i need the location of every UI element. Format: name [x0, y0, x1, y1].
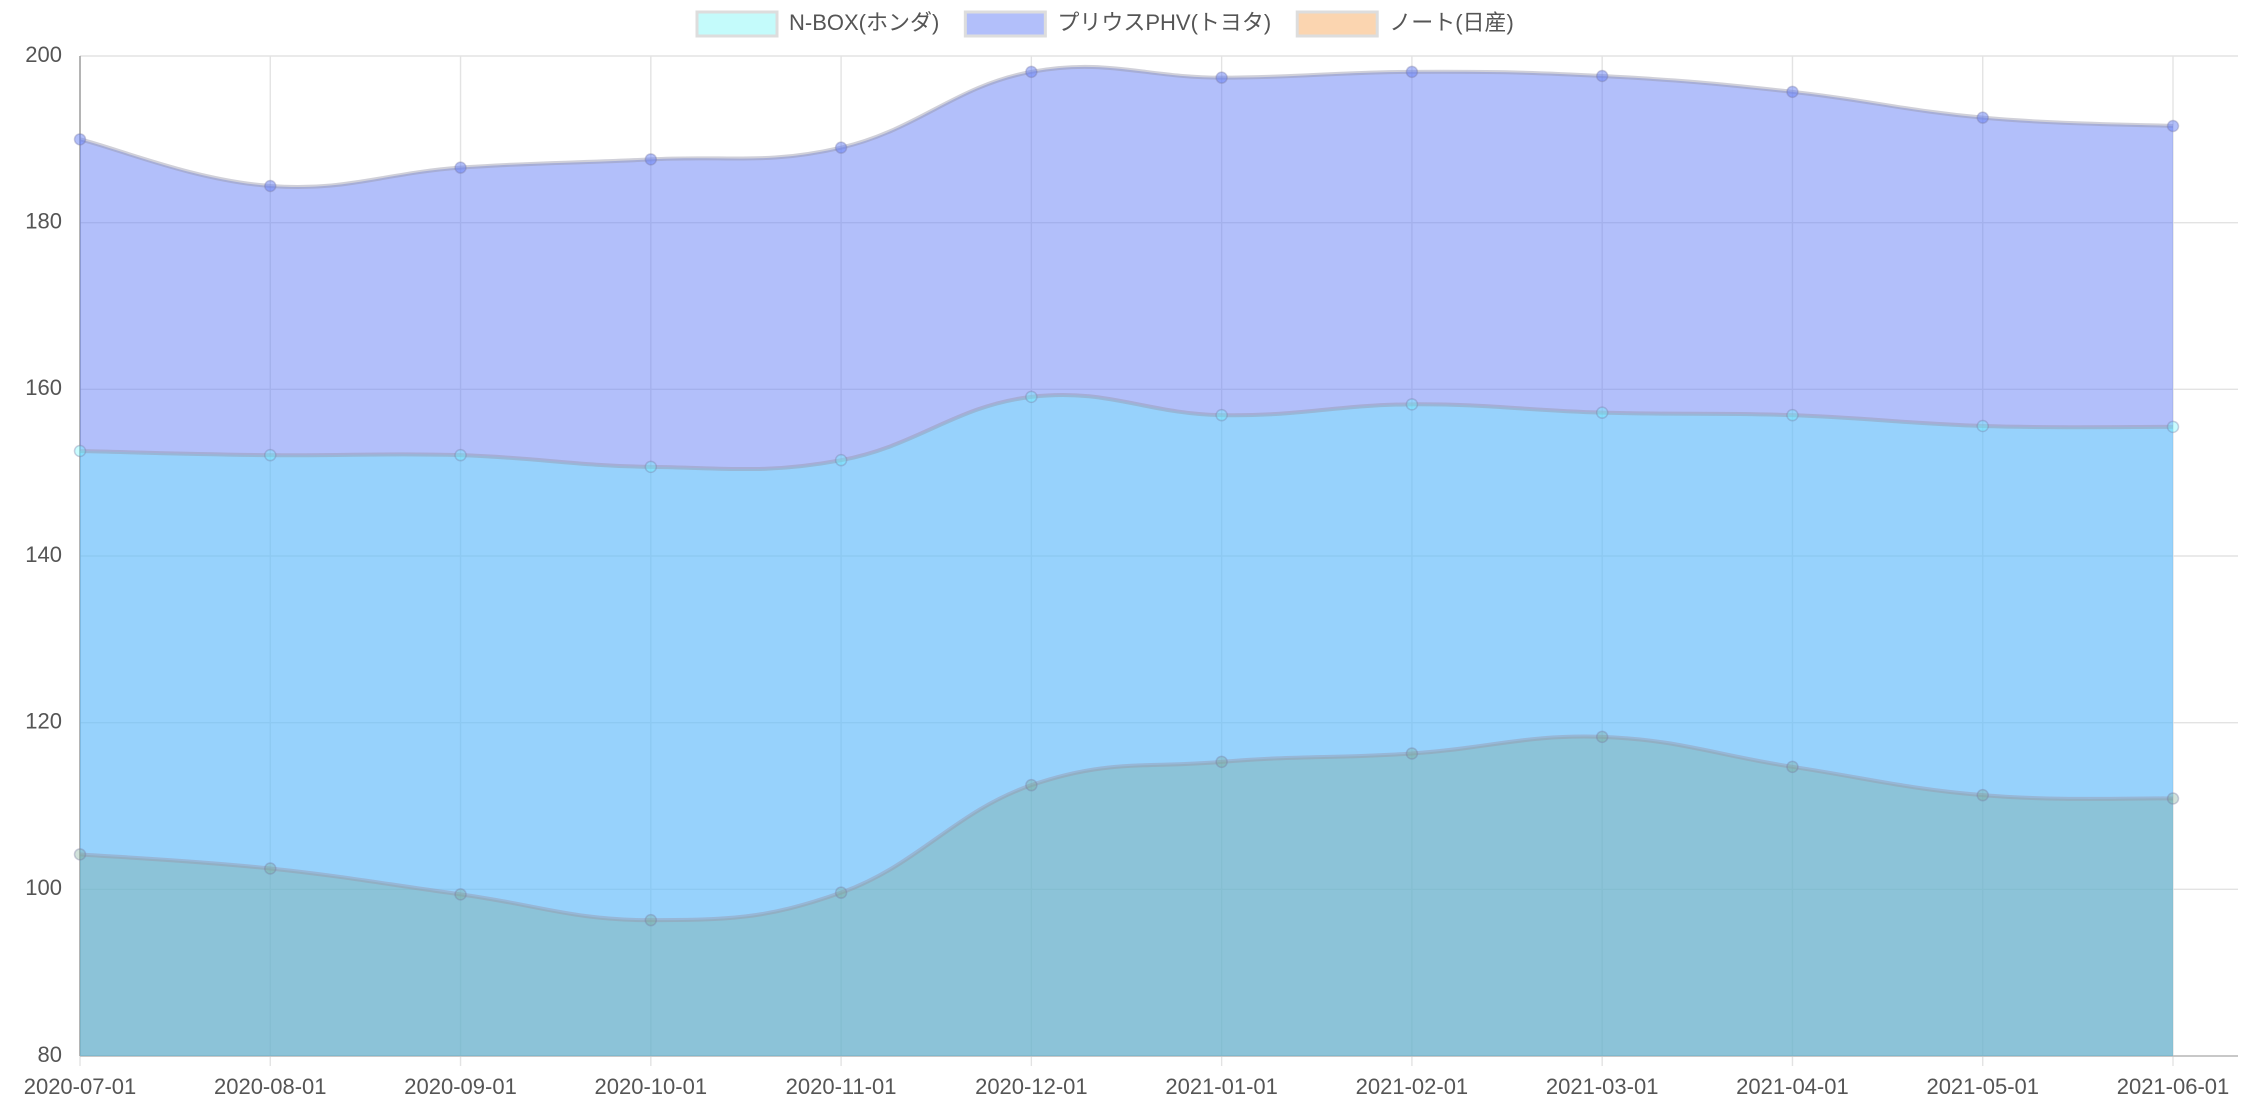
point: [1215, 408, 1228, 422]
x-tick-label: 2020-09-01: [404, 1074, 517, 1099]
x-tick-label: 2020-08-01: [214, 1074, 327, 1099]
legend-item: ノート(日産): [1295, 10, 1514, 38]
x-tick-label: 2021-02-01: [1356, 1074, 1469, 1099]
x-tick-label: 2020-10-01: [595, 1074, 708, 1099]
point: [1405, 747, 1419, 760]
x-tick-label: 2021-03-01: [1546, 1074, 1659, 1099]
point: [1025, 390, 1038, 404]
x-tick-label: 2021-06-01: [2117, 1074, 2230, 1099]
point: [73, 133, 87, 146]
point: [1976, 788, 1989, 802]
area-fill: [80, 394, 2173, 1056]
y-tick-label: 120: [25, 708, 62, 733]
point: [1215, 71, 1228, 84]
point: [2166, 792, 2180, 805]
point: [73, 444, 87, 458]
x-tick-label: 2021-05-01: [1926, 1074, 2039, 1099]
point: [73, 848, 87, 861]
x-tick-label: 2021-04-01: [1736, 1074, 1849, 1099]
point: [1976, 111, 1989, 124]
x-tick-label: 2020-11-01: [786, 1074, 897, 1099]
point: [454, 161, 467, 174]
y-tick-label: 180: [25, 208, 62, 233]
point: [1215, 755, 1228, 769]
point: [644, 913, 658, 927]
point: [264, 862, 277, 875]
point: [1786, 760, 1799, 774]
legend-label: プリウスPHV(トヨタ): [1057, 10, 1271, 35]
point: [1405, 398, 1419, 411]
area-line: [79, 64, 2174, 190]
legend-item: N-BOX(ホンダ): [695, 10, 939, 38]
point: [454, 448, 467, 462]
y-tick-label: 80: [38, 1042, 62, 1067]
area-fill: [80, 66, 2173, 1057]
point: [1595, 730, 1609, 744]
point: [264, 179, 277, 193]
legend-label: ノート(日産): [1389, 10, 1514, 35]
point: [1595, 406, 1609, 419]
x-tick-label: 2020-07-01: [24, 1074, 137, 1099]
x-tick-label: 2021-01-01: [1165, 1074, 1278, 1099]
legend-item: プリウスPHV(トヨタ): [963, 10, 1271, 38]
y-tick-label: 100: [25, 875, 62, 900]
y-tick-label: 200: [25, 42, 62, 67]
x-tick-label: 2020-12-01: [975, 1074, 1088, 1099]
legend-swatch: [695, 10, 779, 38]
point: [2166, 420, 2180, 434]
legend-label: N-BOX(ホンダ): [789, 10, 939, 35]
point: [264, 448, 277, 462]
point: [834, 886, 848, 899]
point: [1976, 419, 1989, 433]
legend-swatch: [963, 10, 1047, 38]
point: [1405, 65, 1419, 79]
point: [1025, 65, 1038, 79]
point: [1595, 69, 1609, 83]
y-tick-label: 140: [25, 542, 62, 567]
legend-swatch: [1295, 10, 1379, 38]
point: [644, 153, 658, 166]
point: [834, 141, 848, 154]
point: [454, 888, 467, 901]
area-line: [79, 734, 2174, 923]
point: [1025, 778, 1038, 792]
point: [1786, 408, 1799, 422]
area-line: [79, 392, 2174, 472]
y-tick-label: 160: [25, 375, 62, 400]
point: [834, 453, 848, 467]
point: [2166, 119, 2180, 133]
area-fill: [80, 736, 2173, 1056]
point: [1786, 85, 1799, 99]
point: [644, 460, 658, 474]
